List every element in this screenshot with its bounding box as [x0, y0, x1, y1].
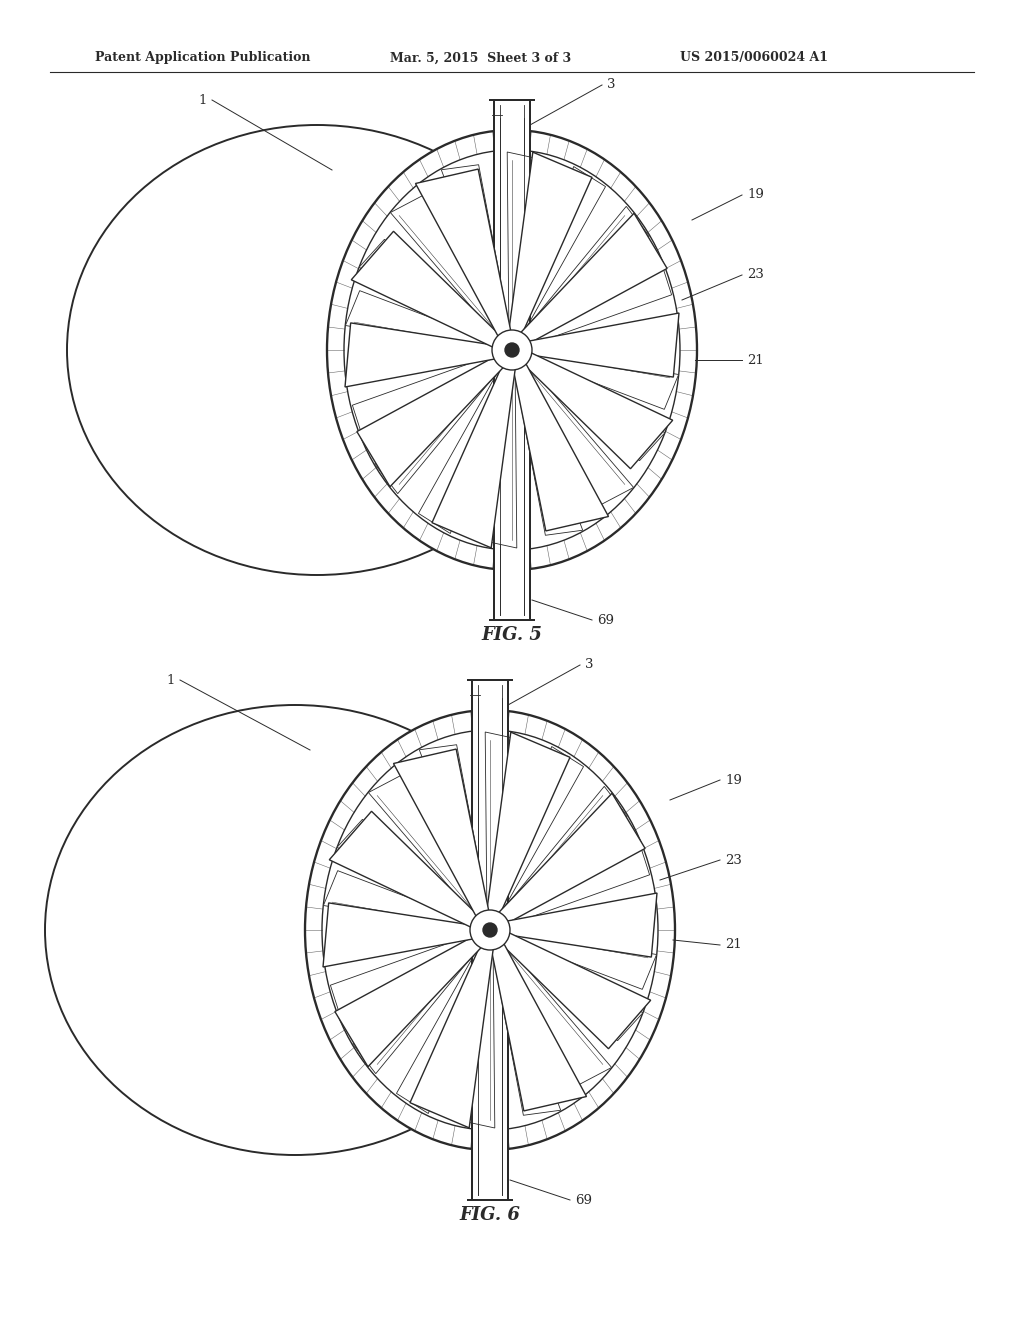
Polygon shape [516, 214, 667, 346]
Polygon shape [347, 346, 505, 384]
Polygon shape [335, 935, 485, 1067]
Polygon shape [520, 350, 673, 469]
Polygon shape [501, 894, 657, 957]
Bar [472, 680, 508, 1200]
Text: 69: 69 [597, 614, 614, 627]
Text: FIG. 6: FIG. 6 [460, 1206, 520, 1224]
Polygon shape [512, 356, 583, 536]
Polygon shape [515, 354, 634, 506]
Polygon shape [486, 733, 570, 919]
Ellipse shape [322, 730, 658, 1130]
Text: 21: 21 [725, 939, 741, 952]
Text: 19: 19 [746, 189, 764, 202]
Circle shape [483, 923, 497, 937]
Polygon shape [489, 747, 584, 924]
Polygon shape [357, 354, 508, 487]
Polygon shape [498, 896, 655, 933]
Text: 23: 23 [725, 854, 741, 866]
Polygon shape [519, 348, 679, 409]
Text: 3: 3 [607, 78, 615, 91]
Polygon shape [323, 903, 479, 968]
Polygon shape [419, 744, 490, 924]
Text: 21: 21 [746, 354, 764, 367]
Ellipse shape [344, 150, 680, 550]
Polygon shape [523, 313, 679, 378]
Text: 1: 1 [199, 94, 207, 107]
Text: 3: 3 [585, 659, 594, 672]
Polygon shape [345, 290, 505, 351]
Polygon shape [375, 354, 509, 494]
Polygon shape [359, 239, 507, 348]
Polygon shape [507, 152, 544, 342]
Polygon shape [498, 931, 650, 1048]
Text: 69: 69 [575, 1193, 592, 1206]
Polygon shape [441, 165, 512, 343]
Polygon shape [390, 195, 509, 346]
Polygon shape [517, 259, 672, 348]
Polygon shape [490, 939, 587, 1111]
Bar [494, 100, 530, 620]
Circle shape [492, 330, 532, 370]
Text: Mar. 5, 2015  Sheet 3 of 3: Mar. 5, 2015 Sheet 3 of 3 [390, 51, 571, 65]
Text: 1: 1 [167, 673, 175, 686]
Polygon shape [337, 820, 484, 928]
Polygon shape [352, 935, 487, 1073]
Polygon shape [419, 356, 512, 533]
Circle shape [505, 343, 519, 356]
Polygon shape [485, 733, 522, 921]
Polygon shape [352, 351, 507, 441]
Polygon shape [331, 932, 484, 1022]
Polygon shape [393, 748, 489, 923]
Polygon shape [498, 928, 656, 990]
Text: Patent Application Publication: Patent Application Publication [95, 51, 310, 65]
Polygon shape [396, 936, 490, 1114]
Polygon shape [519, 315, 677, 354]
Polygon shape [495, 793, 645, 925]
Polygon shape [508, 152, 592, 339]
Text: FIG. 5: FIG. 5 [481, 626, 543, 644]
Text: 23: 23 [746, 268, 764, 281]
Polygon shape [517, 351, 665, 461]
Polygon shape [480, 358, 517, 548]
Polygon shape [369, 775, 487, 925]
Polygon shape [512, 166, 605, 343]
Text: US 2015/0060024 A1: US 2015/0060024 A1 [680, 51, 828, 65]
Polygon shape [489, 936, 561, 1115]
Polygon shape [410, 941, 494, 1127]
Text: 19: 19 [725, 774, 741, 787]
Polygon shape [345, 323, 501, 387]
Polygon shape [416, 169, 512, 342]
Polygon shape [325, 927, 482, 964]
Polygon shape [496, 932, 643, 1040]
Ellipse shape [327, 129, 697, 570]
Polygon shape [496, 840, 649, 928]
Polygon shape [493, 787, 628, 925]
Polygon shape [432, 360, 516, 548]
Polygon shape [351, 231, 504, 350]
Ellipse shape [305, 710, 675, 1150]
Circle shape [470, 909, 510, 950]
Polygon shape [324, 871, 482, 932]
Polygon shape [330, 812, 482, 929]
Polygon shape [512, 358, 608, 531]
Polygon shape [458, 939, 495, 1129]
Polygon shape [493, 935, 611, 1085]
Polygon shape [515, 206, 649, 346]
